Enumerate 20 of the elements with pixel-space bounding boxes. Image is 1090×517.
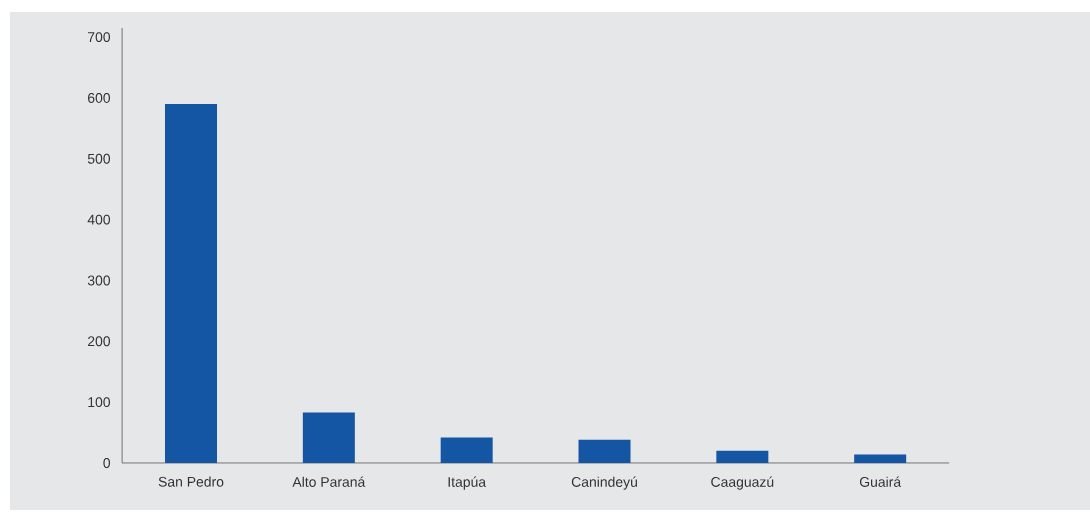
y-tick-label: 500 (87, 153, 111, 164)
bar (578, 439, 631, 463)
x-tick-label: Guairá (859, 476, 902, 487)
bar (302, 412, 355, 463)
x-tick-label: Canindeyú (571, 476, 637, 490)
bar (165, 104, 218, 463)
x-tick-label: Alto Paraná (292, 476, 366, 487)
y-tick-label: 200 (88, 336, 111, 347)
y-tick-label: 100 (88, 397, 111, 408)
y-tick-label: 400 (87, 214, 111, 225)
x-tick-label: San Pedro (158, 476, 224, 487)
x-tick-label: Itapúa (448, 476, 487, 490)
bar (716, 450, 769, 463)
bar (854, 454, 907, 463)
y-tick-label: 700 (88, 32, 111, 43)
x-tick-label: Caaguazú (711, 476, 774, 490)
y-tick-label: 0 (103, 458, 111, 468)
y-tick-label: 600 (88, 93, 111, 103)
y-tick-label: 300 (87, 275, 111, 286)
bar (440, 437, 493, 463)
